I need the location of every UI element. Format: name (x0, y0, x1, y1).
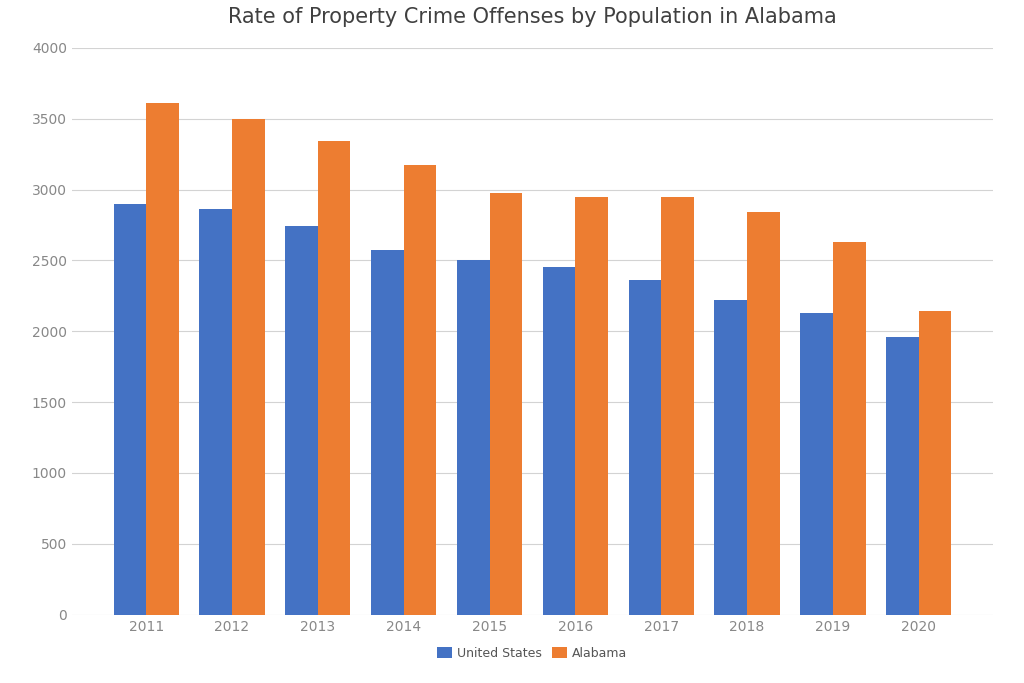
Bar (146, 103, 179, 615)
Bar (886, 337, 919, 615)
Bar (286, 225, 317, 615)
Bar (715, 300, 748, 615)
Bar (662, 197, 694, 615)
Bar (114, 204, 146, 615)
Bar (457, 260, 489, 615)
Bar (748, 212, 779, 615)
Bar (801, 313, 833, 615)
Bar (371, 250, 403, 615)
Bar (833, 242, 865, 615)
Bar (919, 311, 951, 615)
Bar (629, 280, 662, 615)
Bar (317, 141, 350, 615)
Bar (543, 268, 575, 615)
Bar (575, 197, 608, 615)
Bar (200, 210, 232, 615)
Title: Rate of Property Crime Offenses by Population in Alabama: Rate of Property Crime Offenses by Popul… (228, 7, 837, 27)
Bar (489, 193, 522, 615)
Bar (232, 119, 264, 615)
Legend: United States, Alabama: United States, Alabama (432, 642, 633, 665)
Bar (403, 165, 436, 615)
